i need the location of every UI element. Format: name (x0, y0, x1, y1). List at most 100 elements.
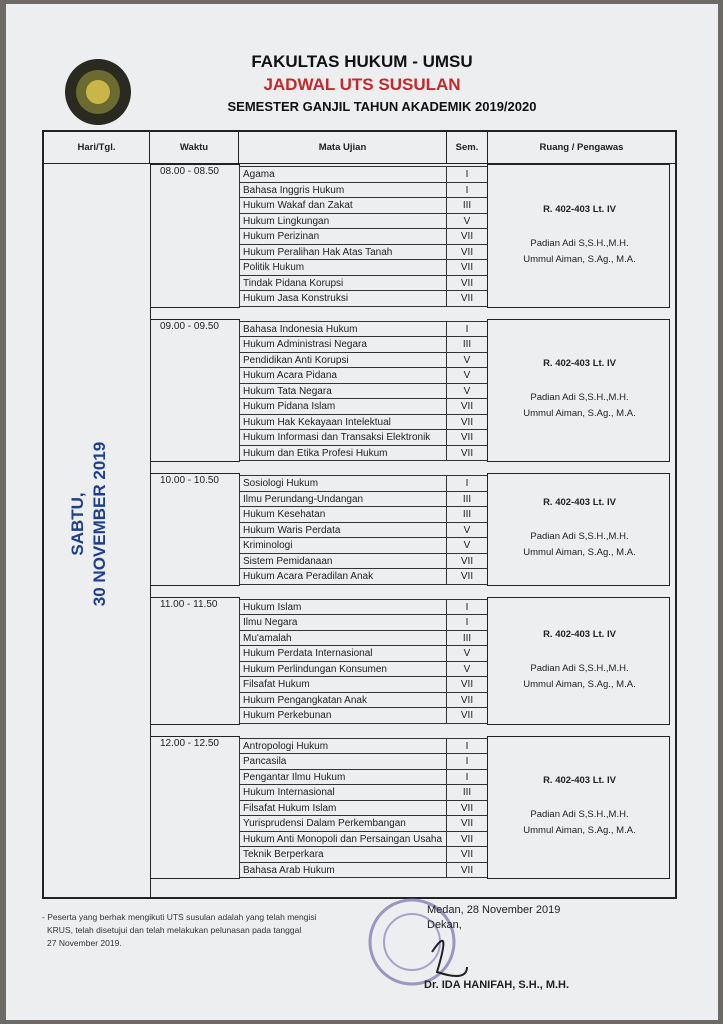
subject-name: Hukum Hak Kekayaan Intelektual (239, 413, 447, 430)
subject-sem: VII (446, 830, 488, 847)
subject-name: Sistem Pemidanaan (239, 552, 447, 569)
subject-name: Hukum Pidana Islam (239, 398, 447, 415)
subject-sem: VII (446, 676, 488, 693)
day-label: SABTU, 30 NOVEMBER 2019 (67, 404, 127, 644)
column-header: Waktu (150, 132, 239, 164)
page: FAKULTAS HUKUM - UMSU JADWAL UTS SUSULAN… (6, 4, 718, 1020)
note-line: KRUS, telah disetujui dan telah melakuka… (47, 925, 302, 935)
subject-sem: VII (446, 799, 488, 816)
session-time-box (150, 473, 240, 586)
supervisor: Padian Adi S,S.H.,M.H. (530, 662, 629, 674)
subject-sem: I (446, 320, 488, 337)
session-time-box (150, 735, 240, 879)
subject-sem: III (446, 197, 488, 214)
subject-name: Hukum Peralihan Hak Atas Tanah (239, 243, 447, 260)
session-time: 08.00 - 08.50 (160, 166, 219, 177)
subject-sem: III (446, 336, 488, 353)
subject-sem: VII (446, 691, 488, 708)
subject-name: Hukum Wakaf dan Zakat (239, 197, 447, 214)
subject-sem: I (446, 768, 488, 785)
supervisor: Ummul Aiman, S.Ag., M.A. (523, 678, 636, 690)
subject-name: Tindak Pidana Korupsi (239, 274, 447, 291)
room: R. 402-403 Lt. IV (543, 203, 616, 215)
subject-name: Yurisprudensi Dalam Perkembangan (239, 815, 447, 832)
stamp (368, 898, 468, 986)
note: - Peserta yang berhak mengikuti UTS susu… (42, 911, 317, 950)
supervisor: Padian Adi S,S.H.,M.H. (530, 531, 629, 543)
supervisor: Padian Adi S,S.H.,M.H. (530, 392, 629, 404)
subject-name: Hukum Anti Monopoli dan Persaingan Usaha (239, 830, 447, 847)
supervisor: Padian Adi S,S.H.,M.H. (530, 237, 629, 249)
session-time: 12.00 - 12.50 (160, 737, 219, 749)
subject-name: Hukum Internasional (239, 784, 447, 801)
subject-sem: VII (446, 568, 488, 585)
subject-name: Politik Hukum (239, 259, 447, 276)
subject-sem: VII (446, 846, 488, 863)
column-divider (150, 164, 151, 897)
subject-name: Hukum Informasi dan Transaksi Elektronik (239, 429, 447, 446)
subject-sem: I (446, 166, 488, 183)
note-line: 27 November 2019. (47, 938, 122, 948)
room-box (487, 735, 670, 879)
note-line: - Peserta yang berhak mengikuti UTS susu… (42, 912, 317, 922)
subject-name: Sosiologi Hukum (239, 475, 447, 492)
signature-name: Dr. IDA HANIFAH, S.H., M.H. (424, 979, 570, 991)
subject-name: Teknik Berperkara (239, 846, 447, 863)
subject-name: Hukum Lingkungan (239, 212, 447, 229)
supervisor: Ummul Aiman, S.Ag., M.A. (523, 408, 636, 420)
supervisor: Ummul Aiman, S.Ag., M.A. (523, 547, 636, 559)
subject-name: Hukum Perdata Internasional (239, 645, 447, 662)
room: R. 402-403 Lt. IV (543, 628, 616, 640)
subject-sem: VII (446, 274, 488, 291)
subject-name: Hukum Acara Pidana (239, 367, 447, 384)
subject-name: Bahasa Arab Hukum (239, 861, 447, 878)
subject-sem: VII (446, 552, 488, 569)
subject-name: Hukum dan Etika Profesi Hukum (239, 444, 447, 461)
signature-role: Dekan, (427, 919, 462, 931)
subject-sem: I (446, 475, 488, 492)
subject-name: Hukum Waris Perdata (239, 521, 447, 538)
subject-name: Antropologi Hukum (239, 737, 447, 754)
subject-name: Pancasila (239, 753, 447, 770)
session-time: 10.00 - 10.50 (160, 475, 219, 486)
subject-sem: V (446, 521, 488, 538)
subject-sem: V (446, 351, 488, 368)
supervisor: Ummul Aiman, S.Ag., M.A. (523, 825, 636, 837)
subject-sem: VII (446, 290, 488, 307)
semester-title: SEMESTER GANJIL TAHUN AKADEMIK 2019/2020 (227, 99, 537, 114)
subject-sem: I (446, 753, 488, 770)
subject-sem: I (446, 737, 488, 754)
column-header: Sem. (447, 132, 488, 164)
subject-name: Hukum Perlindungan Konsumen (239, 660, 447, 677)
subject-sem: III (446, 490, 488, 507)
subject-sem: VII (446, 815, 488, 832)
subject-name: Filsafat Hukum (239, 676, 447, 693)
subject-name: Hukum Islam (239, 598, 447, 615)
subject-name: Ilmu Perundang-Undangan (239, 490, 447, 507)
room: R. 402-403 Lt. IV (543, 775, 616, 787)
subject-name: Pendidikan Anti Korupsi (239, 351, 447, 368)
schedule-title: JADWAL UTS SUSULAN (263, 75, 461, 94)
session-time: 11.00 - 11.50 (160, 598, 218, 610)
subject-name: Hukum Kesehatan (239, 506, 447, 523)
schedule-table: Hari/Tgl. Waktu Mata Ujian Sem. Ruang / Peng… (42, 130, 677, 899)
column-header: Mata Ujian (239, 132, 447, 164)
room: R. 402-403 Lt. IV (543, 358, 616, 370)
faculty-title: FAKULTAS HUKUM - UMSU (251, 52, 473, 71)
subject-name: Agama (239, 166, 447, 183)
subject-name: Kriminologi (239, 537, 447, 554)
day-line: 30 NOVEMBER 2019 (90, 441, 109, 607)
room-box (487, 473, 670, 586)
subject-name: Hukum Tata Negara (239, 382, 447, 399)
subject-sem: VII (446, 398, 488, 415)
subject-name: Bahasa Indonesia Hukum (239, 320, 447, 337)
subject-sem: VII (446, 444, 488, 461)
subject-sem: VII (446, 861, 488, 878)
subject-name: Hukum Administrasi Negara (239, 336, 447, 353)
day-line: SABTU, (68, 492, 87, 556)
column-header: Ruang / Pengawas (488, 132, 675, 164)
subject-sem: V (446, 537, 488, 554)
subject-name: Hukum Pengangkatan Anak (239, 691, 447, 708)
subject-sem: III (446, 506, 488, 523)
subject-sem: VII (446, 707, 488, 724)
